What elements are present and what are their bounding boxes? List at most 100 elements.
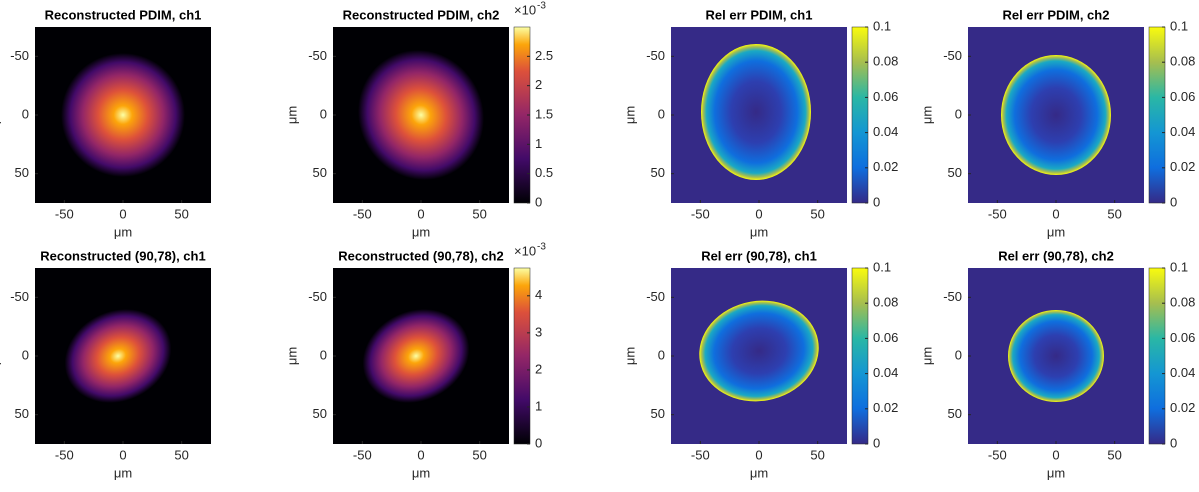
colorbar-tick-label: 0.08 [873,295,898,310]
y-tick-label: 50 [948,165,962,180]
x-tick-label: 50 [1107,447,1121,462]
colorbar-tick-label: 2.5 [535,48,553,63]
panel-title: Reconstructed PDIM, ch1 [45,7,202,22]
colorbar-tick-label: 0.04 [873,365,898,380]
y-tick-label: 50 [948,406,962,421]
colorbar-tick-label: 0 [1170,194,1177,209]
heatmap-image [357,49,485,181]
panel-title: Reconstructed (90,78), ch1 [40,248,205,263]
panel-title: Reconstructed PDIM, ch2 [343,7,500,22]
x-axis-label: μm [1047,465,1065,480]
colorbar-tick-label: 0.02 [1170,400,1195,415]
colorbar-tick-label: 0.08 [873,54,898,69]
x-tick-label: 50 [472,206,486,221]
x-tick-label: 50 [174,447,188,462]
x-tick-label: 50 [1107,206,1121,221]
y-tick-label: 0 [320,347,327,362]
y-tick-label: 50 [15,406,29,421]
colorbar-tick-label: 0.06 [873,89,898,104]
colorbar-tick-label: 2 [535,361,542,376]
heatmap-image [64,309,172,403]
x-tick-label: 0 [417,206,424,221]
colorbar-tick-label: 0 [535,194,542,209]
heatmap-image [1008,310,1104,402]
colorbar-tick-label: 2 [535,77,542,92]
y-axis-label: μm [622,347,637,365]
y-tick-label: -50 [10,48,29,63]
x-axis-label: μm [114,465,132,480]
colorbar [1148,26,1166,204]
colorbar [1148,267,1166,445]
x-axis-label: μm [114,224,132,239]
y-axis-label: μm [0,106,1,124]
x-tick-label: 0 [1052,447,1059,462]
colorbar-tick-label: 0 [535,435,542,450]
y-axis-label: μm [919,347,934,365]
panel-title: Rel err (90,78), ch1 [701,248,817,263]
heatmap-image [701,44,811,180]
panel-title: Reconstructed (90,78), ch2 [338,248,503,263]
y-tick-label: 50 [651,165,665,180]
colorbar-tick-label: 1.5 [535,106,553,121]
y-tick-label: 0 [320,106,327,121]
colorbar-tick-label: 0.02 [873,159,898,174]
x-tick-label: -50 [691,206,710,221]
y-tick-label: -50 [308,48,327,63]
y-tick-label: -50 [308,289,327,304]
x-tick-label: 0 [119,206,126,221]
x-tick-label: -50 [691,447,710,462]
x-tick-label: 50 [174,206,188,221]
colorbar-tick-label: 0.04 [873,124,898,139]
x-axis-label: μm [412,465,430,480]
x-tick-label: 0 [119,447,126,462]
x-axis-label: μm [1047,224,1065,239]
colorbar-tick-label: 4 [535,287,542,302]
colorbar [513,267,531,445]
colorbar-tick-label: 0 [873,435,880,450]
colorbar-tick-label: 0.02 [873,400,898,415]
x-tick-label: 0 [755,447,762,462]
y-tick-label: 0 [658,347,665,362]
y-axis-label: μm [0,347,1,365]
y-axis-label: μm [284,106,299,124]
y-tick-label: 50 [15,165,29,180]
x-tick-label: 0 [755,206,762,221]
panel-title: Rel err (90,78), ch2 [998,248,1114,263]
colorbar-tick-label: 0.06 [1170,330,1195,345]
x-tick-label: -50 [353,206,372,221]
x-tick-label: -50 [988,206,1007,221]
colorbar-tick-label: 0 [873,194,880,209]
colorbar-tick-label: 0.04 [1170,124,1195,139]
colorbar-tick-label: 0.1 [1170,259,1188,274]
colorbar-scale-exponent: -3 [537,1,546,12]
heatmap-image [60,52,185,177]
y-tick-label: -50 [943,48,962,63]
colorbar-scale-exponent: -3 [537,242,546,253]
y-tick-label: 0 [22,106,29,121]
colorbar-tick-label: 0.02 [1170,159,1195,174]
colorbar-tick-label: 0 [1170,435,1177,450]
colorbar-scale: ×10 [514,2,536,17]
heatmap-image [1001,55,1111,175]
y-axis-label: μm [284,347,299,365]
x-tick-label: 50 [810,206,824,221]
y-tick-label: 0 [955,347,962,362]
x-tick-label: 50 [810,447,824,462]
panel-title: Rel err PDIM, ch2 [1003,7,1110,22]
colorbar-tick-label: 0.08 [1170,295,1195,310]
x-tick-label: 50 [472,447,486,462]
y-tick-label: 50 [651,406,665,421]
colorbar-tick-label: 0.06 [873,330,898,345]
colorbar [851,267,869,445]
y-axis-label: μm [919,106,934,124]
x-tick-label: -50 [55,206,74,221]
y-tick-label: 0 [22,347,29,362]
colorbar-tick-label: 0.06 [1170,89,1195,104]
colorbar [851,26,869,204]
colorbar-tick-label: 0.1 [1170,18,1188,33]
y-tick-label: -50 [646,48,665,63]
colorbar-tick-label: 1 [535,398,542,413]
x-tick-label: 0 [1052,206,1059,221]
colorbar-scale: ×10 [514,243,536,258]
